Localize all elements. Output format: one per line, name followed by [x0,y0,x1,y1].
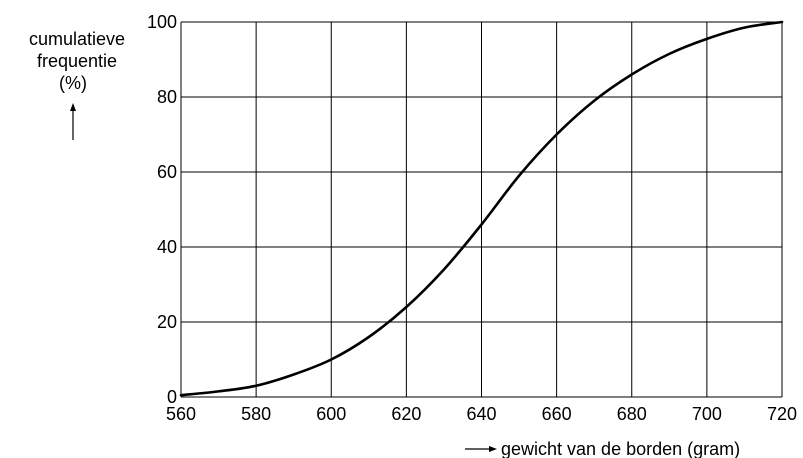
x-tick-label-680: 680 [617,404,647,424]
ticks: 560 580 600 620 640 660 680 700 720 0 20 40 60 80 100 [147,12,797,424]
grid [180,21,783,398]
x-tick-label-660: 660 [542,404,572,424]
up-arrow-icon [70,103,76,140]
y-axis-title-line-1: cumulatieve [29,29,125,49]
x-tick-label-720: 720 [767,404,797,424]
series-line-0 [179,20,784,397]
y-tick-label-80: 80 [157,87,177,107]
x-tick-label-620: 620 [391,404,421,424]
y-tick-label-20: 20 [157,312,177,332]
y-tick-label-40: 40 [157,237,177,257]
x-tick-label-580: 580 [241,404,271,424]
y-axis-title: cumulatieve frequentie (%) [29,29,125,140]
y-axis-title-line-3: (%) [59,73,87,93]
x-axis-title-text: gewicht van de borden (gram) [501,439,740,458]
y-tick-label-0: 0 [167,387,177,407]
y-axis-title-line-2: frequentie [37,51,117,71]
x-tick-label-640: 640 [466,404,496,424]
series [179,20,784,397]
x-tick-label-600: 600 [316,404,346,424]
x-axis-title: gewicht van de borden (gram) [465,439,740,458]
x-tick-label-700: 700 [692,404,722,424]
right-arrow-icon [465,446,497,452]
y-tick-label-100: 100 [147,12,177,32]
x-tick-label-560: 560 [166,404,196,424]
y-tick-label-60: 60 [157,162,177,182]
